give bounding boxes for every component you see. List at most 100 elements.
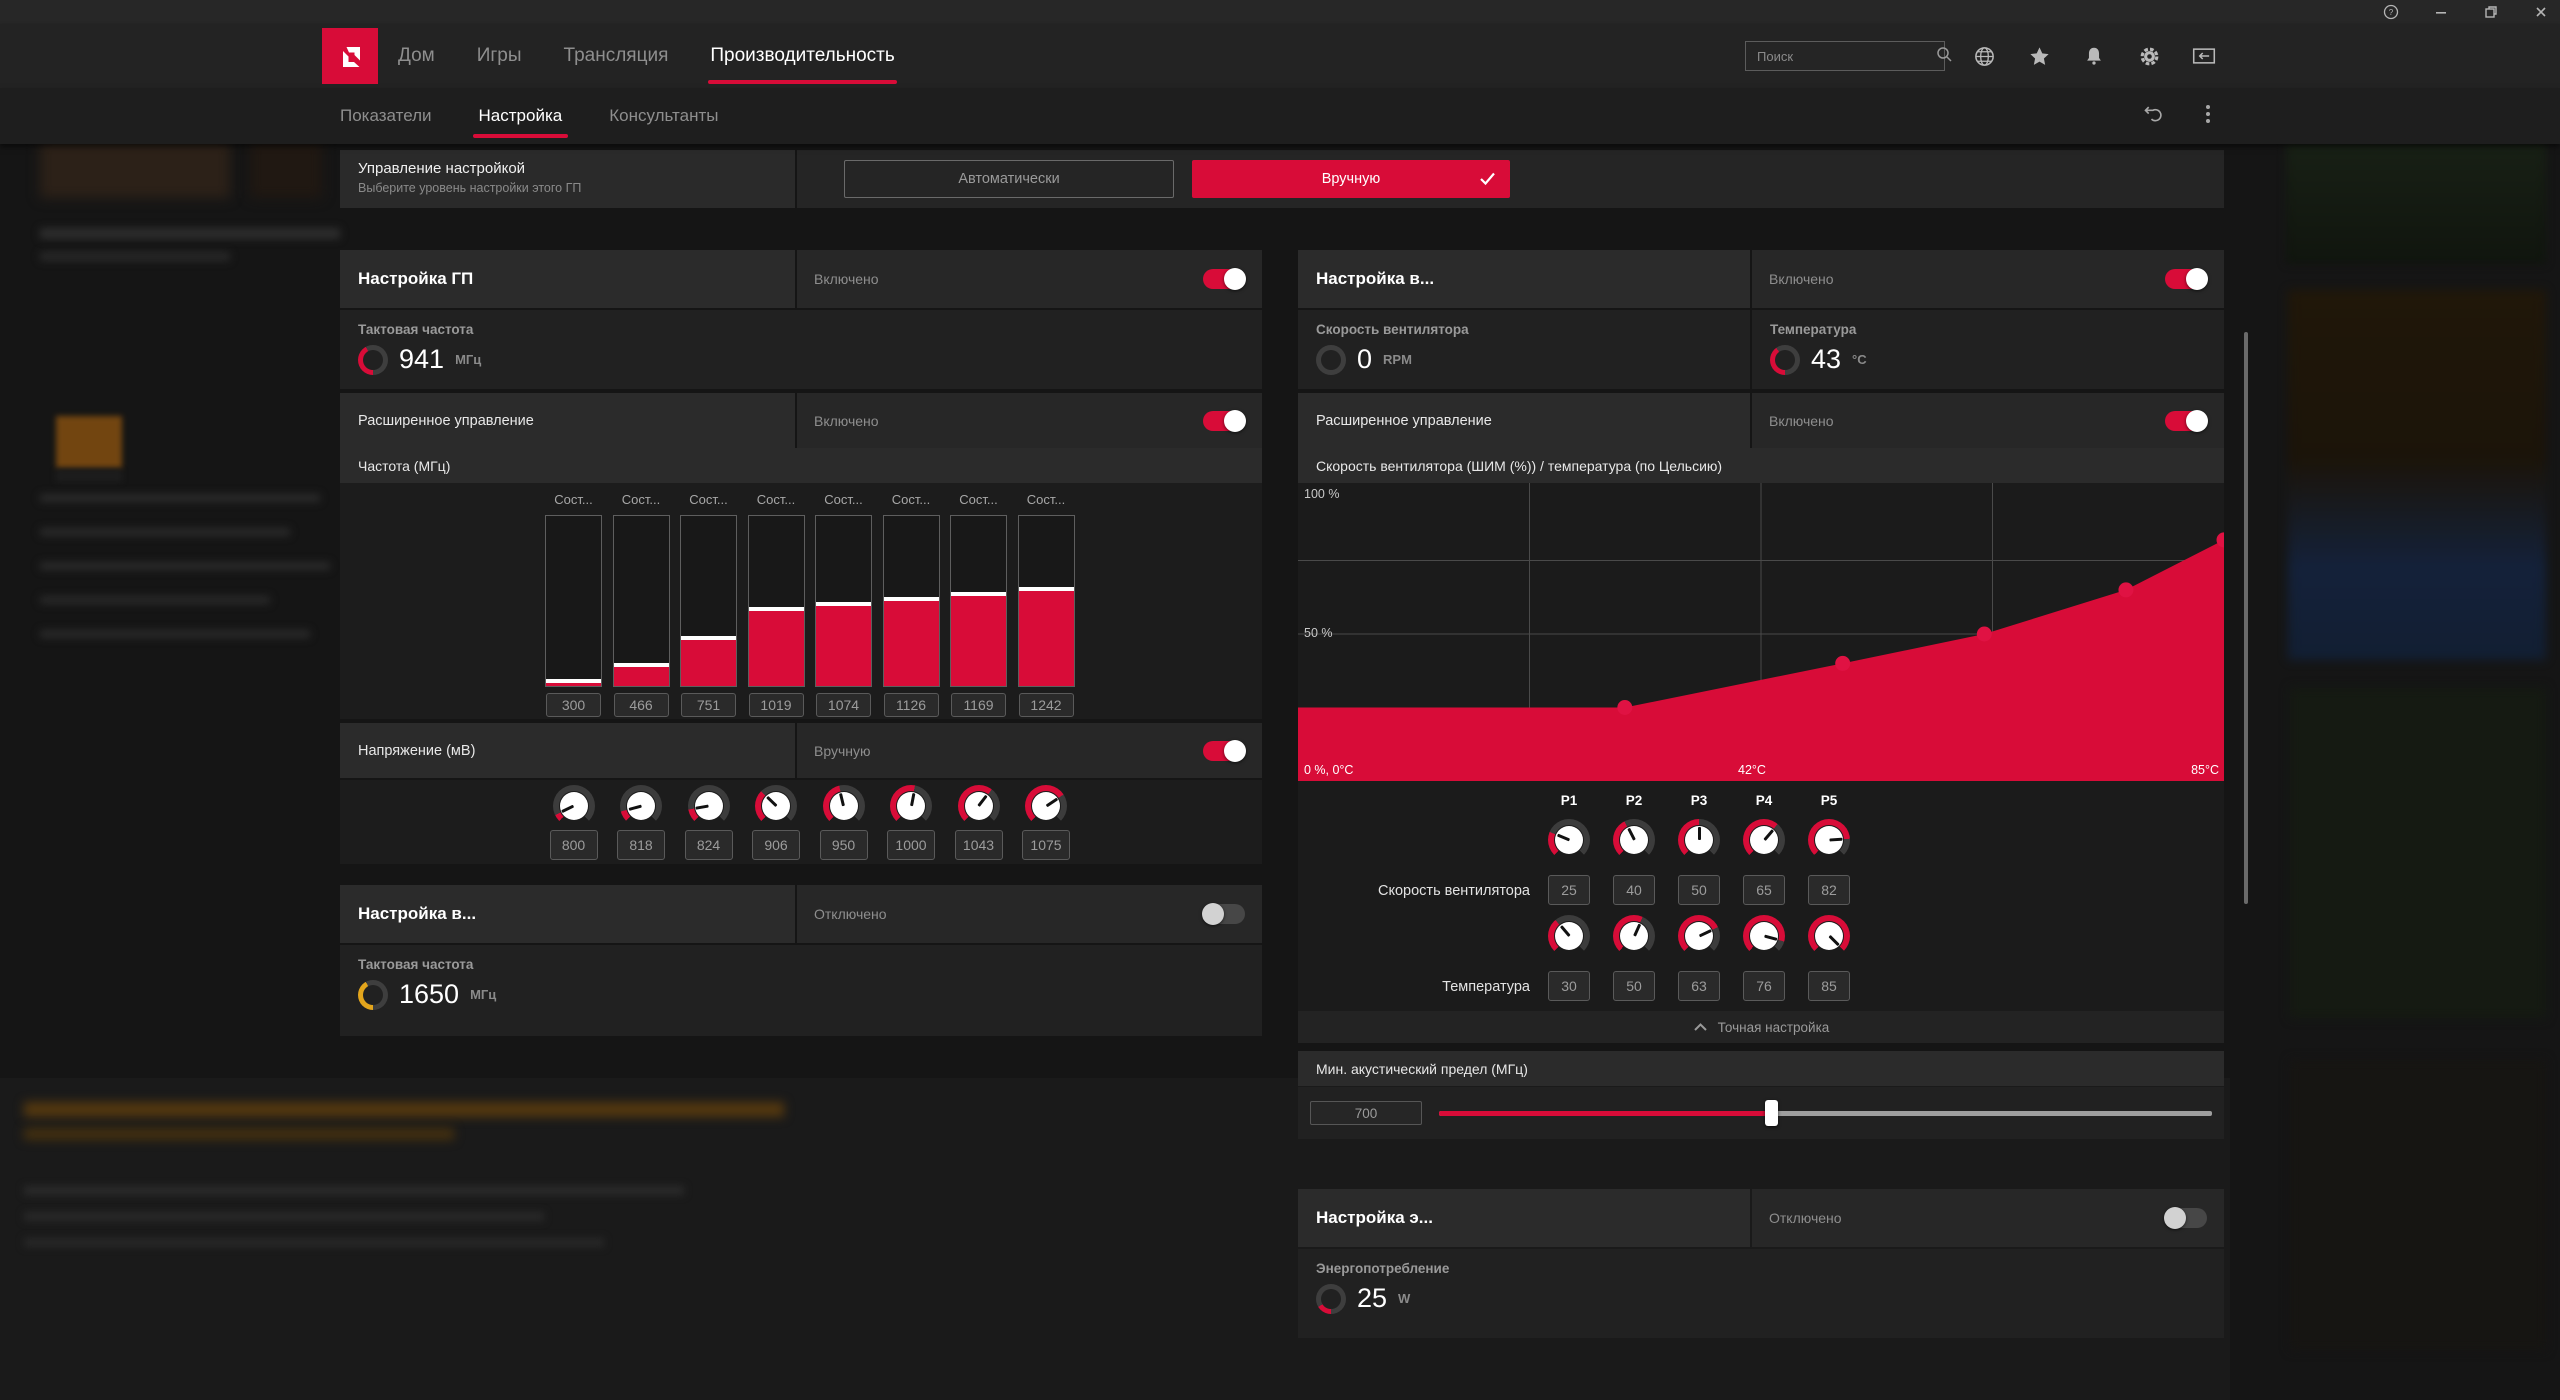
frequency-state-value[interactable]: 1242 xyxy=(1018,693,1074,717)
minimize-icon[interactable] xyxy=(2432,3,2450,21)
frequency-state-value[interactable]: 1126 xyxy=(883,693,939,717)
frequency-state-bar[interactable] xyxy=(612,515,670,687)
nav-tab-Трансляция[interactable]: Трансляция xyxy=(563,45,669,66)
frequency-state-bar[interactable] xyxy=(882,515,940,687)
temperature-knob[interactable] xyxy=(1808,915,1850,957)
voltage-knob[interactable] xyxy=(890,785,932,827)
temperature-point-value[interactable]: 63 xyxy=(1678,971,1720,1001)
bar-handle[interactable] xyxy=(1018,586,1074,591)
frequency-state-bar[interactable] xyxy=(680,515,737,687)
fan-curve-chart[interactable]: 100 % 50 % 0 %, 0°C 42°C 85°C xyxy=(1298,483,2224,781)
help-icon[interactable]: ? xyxy=(2382,3,2400,21)
frequency-state-bar[interactable] xyxy=(747,515,805,687)
kebab-icon[interactable] xyxy=(2198,103,2218,130)
bell-icon[interactable] xyxy=(2082,44,2106,68)
fan-speed-knob[interactable] xyxy=(1808,819,1850,861)
fan-speed-knob[interactable] xyxy=(1613,819,1655,861)
nav-tab-Игры[interactable]: Игры xyxy=(476,45,522,66)
scrollbar[interactable] xyxy=(2244,332,2248,904)
amd-logo[interactable] xyxy=(322,28,378,84)
voltage-knob[interactable] xyxy=(822,785,865,827)
frequency-state-value[interactable]: 1169 xyxy=(951,693,1006,717)
slider-handle[interactable] xyxy=(1765,1100,1779,1126)
bar-handle[interactable] xyxy=(546,678,601,683)
origin-label: 0 %, 0°C xyxy=(1304,763,1354,777)
star-icon[interactable] xyxy=(2027,44,2051,68)
search-box[interactable] xyxy=(1745,41,1952,71)
voltage-value[interactable]: 824 xyxy=(684,830,733,860)
fine-tuning-row[interactable]: Точная настройка xyxy=(1298,1011,2224,1043)
voltage-knob[interactable] xyxy=(755,785,797,827)
temperature-point-value[interactable]: 50 xyxy=(1613,971,1655,1001)
temperature-knob[interactable] xyxy=(1743,915,1785,957)
temperature-knob[interactable] xyxy=(1548,915,1590,957)
acoustic-limit-input[interactable]: 700 xyxy=(1310,1101,1422,1125)
subnav-tab-Показатели[interactable]: Показатели xyxy=(340,106,432,125)
auto-tuning-button[interactable]: Автоматически xyxy=(844,160,1174,198)
voltage-value[interactable]: 818 xyxy=(617,830,665,860)
fan-tuning-toggle[interactable] xyxy=(2165,268,2208,290)
fan-speed-knob[interactable] xyxy=(1548,819,1590,861)
bar-handle[interactable] xyxy=(613,663,669,668)
fan-speed-point-value[interactable]: 50 xyxy=(1678,875,1720,905)
voltage-knob[interactable] xyxy=(620,785,662,827)
close-icon[interactable] xyxy=(2532,3,2550,21)
temperature-point-value[interactable]: 76 xyxy=(1743,971,1785,1001)
frequency-state-value[interactable]: 466 xyxy=(613,693,669,717)
manual-tuning-button[interactable]: Вручную xyxy=(1192,160,1510,198)
voltage-knob[interactable] xyxy=(552,785,595,827)
restore-icon[interactable] xyxy=(2482,3,2500,21)
undo-icon[interactable] xyxy=(2140,103,2162,130)
temperature-knob[interactable] xyxy=(1678,915,1720,957)
globe-icon[interactable] xyxy=(1972,44,1996,68)
frequency-state-bar[interactable] xyxy=(815,515,872,687)
fan-speed-point-value[interactable]: 82 xyxy=(1808,875,1850,905)
bar-handle[interactable] xyxy=(748,607,804,612)
voltage-value[interactable]: 950 xyxy=(819,830,868,860)
acoustic-limit-slider[interactable] xyxy=(1439,1099,2212,1127)
bar-handle[interactable] xyxy=(681,636,736,641)
bar-handle[interactable] xyxy=(883,597,939,601)
state-label: Сост... xyxy=(1026,492,1066,507)
fan-speed-point-value[interactable]: 25 xyxy=(1548,875,1590,905)
frequency-state-value[interactable]: 1019 xyxy=(748,693,804,717)
voltage-toggle[interactable] xyxy=(1203,739,1246,762)
frequency-state-bar[interactable] xyxy=(545,515,602,687)
subnav-tab-Консультанты[interactable]: Консультанты xyxy=(609,106,719,125)
bar-handle[interactable] xyxy=(816,602,871,607)
voltage-value[interactable]: 1043 xyxy=(954,830,1003,860)
frequency-state-value[interactable]: 300 xyxy=(546,693,601,717)
frequency-state-bar[interactable] xyxy=(950,515,1007,687)
gear-icon[interactable] xyxy=(2137,44,2161,68)
temperature-knob[interactable] xyxy=(1613,915,1655,957)
vram-tuning-toggle[interactable] xyxy=(1202,903,1245,925)
voltage-value[interactable]: 906 xyxy=(752,830,800,860)
search-input[interactable] xyxy=(1755,47,1935,65)
dock-left-icon[interactable] xyxy=(2192,44,2216,68)
gpu-advanced-toggle[interactable] xyxy=(1203,409,1246,432)
voltage-knob[interactable] xyxy=(687,785,730,827)
frequency-state-value[interactable]: 1074 xyxy=(816,693,871,717)
fan-speed-point-value[interactable]: 40 xyxy=(1613,875,1655,905)
voltage-value[interactable]: 1075 xyxy=(1022,830,1070,860)
frequency-state-value[interactable]: 751 xyxy=(681,693,736,717)
voltage-knob[interactable] xyxy=(1025,785,1067,827)
gpu-tuning-toggle[interactable] xyxy=(1203,268,1246,290)
fan-speed-point-value[interactable]: 65 xyxy=(1743,875,1785,905)
subnav-tab-Настройка[interactable]: Настройка xyxy=(472,88,568,144)
frequency-state-bar[interactable] xyxy=(1017,515,1075,687)
voltage-value[interactable]: 800 xyxy=(549,830,598,860)
temperature-point-value[interactable]: 85 xyxy=(1808,971,1850,1001)
fan-speed-knob[interactable] xyxy=(1678,819,1720,861)
tuning-panel: Управление настройкой Выберите уровень н… xyxy=(340,150,2224,1338)
nav-tab-Производительность[interactable]: Производительность xyxy=(708,24,898,88)
voltage-value[interactable]: 1000 xyxy=(887,830,935,860)
bar-handle[interactable] xyxy=(951,591,1006,596)
fan-speed-knob[interactable] xyxy=(1743,819,1785,861)
fan-advanced-toggle[interactable] xyxy=(2165,409,2208,432)
voltage-knob[interactable] xyxy=(957,785,1000,827)
power-tuning-toggle[interactable] xyxy=(2164,1207,2207,1229)
search-icon[interactable] xyxy=(1935,45,1953,68)
temperature-point-value[interactable]: 30 xyxy=(1548,971,1590,1001)
nav-tab-Дом[interactable]: Дом xyxy=(398,45,435,66)
